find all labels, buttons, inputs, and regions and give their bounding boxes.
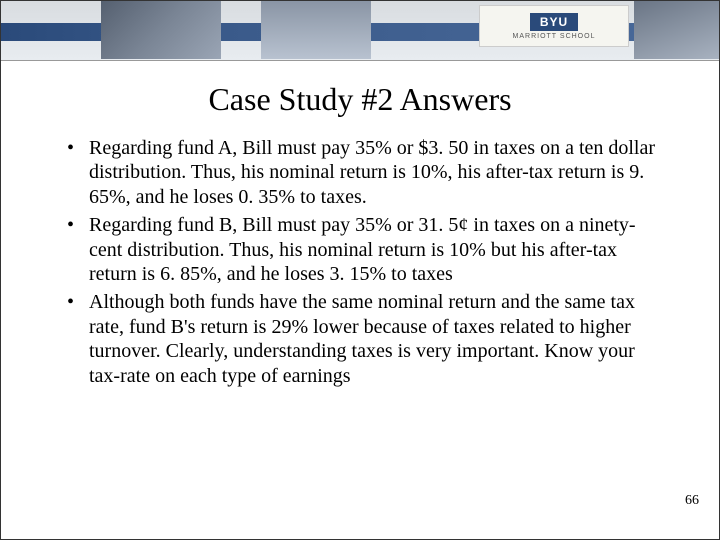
banner-photo-building xyxy=(261,1,371,59)
bullet-item: Regarding fund B, Bill must pay 35% or 3… xyxy=(61,213,659,286)
banner-photo-statue xyxy=(101,1,221,59)
logo-sub-text: MARRIOTT SCHOOL xyxy=(513,33,596,40)
banner-photo-right xyxy=(634,1,719,59)
slide-title: Case Study #2 Answers xyxy=(1,81,719,118)
slide-frame: BYU MARRIOTT SCHOOL Case Study #2 Answer… xyxy=(0,0,720,540)
bullet-item: Although both funds have the same nomina… xyxy=(61,290,659,388)
logo-main-text: BYU xyxy=(530,13,578,31)
banner: BYU MARRIOTT SCHOOL xyxy=(1,1,719,61)
bullet-list: Regarding fund A, Bill must pay 35% or $… xyxy=(61,136,659,388)
slide-content: Regarding fund A, Bill must pay 35% or $… xyxy=(1,136,719,388)
banner-logo: BYU MARRIOTT SCHOOL xyxy=(479,5,629,47)
page-number: 66 xyxy=(685,493,699,509)
bullet-item: Regarding fund A, Bill must pay 35% or $… xyxy=(61,136,659,209)
